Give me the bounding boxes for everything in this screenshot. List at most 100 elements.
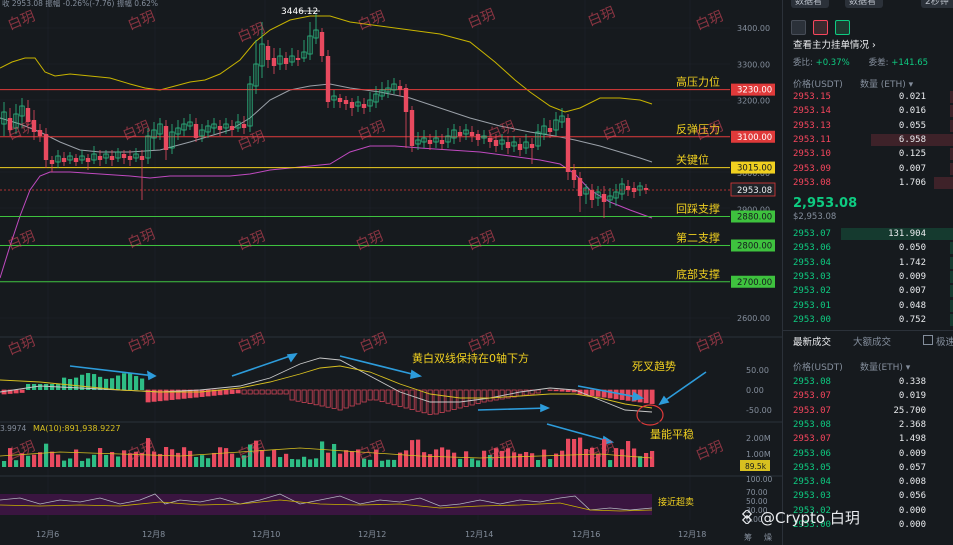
macd-bar [613, 389, 619, 400]
volume-bar [188, 450, 193, 467]
bid-row[interactable]: 2953.03 0.009 [783, 270, 953, 284]
trade-qty: 0.008 [898, 477, 926, 488]
macd-bar [259, 389, 265, 395]
macd-bar [361, 389, 367, 403]
macd-axis: 50.00 0.00 -50.00 [746, 366, 772, 415]
macd-bar [553, 389, 559, 392]
candle-body [37, 130, 43, 136]
volume-bar [554, 453, 559, 467]
tab-large-trades[interactable]: 大额成交 [853, 337, 892, 348]
volume-bar [98, 448, 103, 467]
macd-bar [26, 384, 31, 390]
candle-body [163, 126, 169, 150]
order-qty: 1.742 [898, 257, 926, 268]
top-pill-1[interactable]: 数据看 [791, 0, 829, 8]
trade-qty: 0.019 [898, 391, 926, 402]
trade-price: 2953.05 [793, 462, 831, 473]
order-price: 2953.00 [793, 314, 831, 325]
macd-bar [175, 389, 181, 400]
volume-bar [86, 458, 91, 467]
main-orders-link[interactable]: 查看主力挂单情况 › [793, 40, 876, 51]
candle-body [217, 126, 223, 130]
trades-header: 价格(USDT) 数量(ETH) ▾ [793, 363, 911, 373]
macd-bar [451, 389, 457, 410]
tab-latest-trades[interactable]: 最新成交 [793, 337, 832, 348]
level-name: 反弹压力 [676, 122, 720, 136]
top-pill-2[interactable]: 数据看 [845, 0, 883, 8]
candle-body [337, 98, 343, 102]
layout-bids-icon[interactable] [835, 20, 850, 35]
level-tag: 2800.00 [737, 242, 772, 252]
level-name: 关键位 [676, 153, 709, 167]
level-tag-box [731, 161, 775, 174]
candle-body [295, 58, 301, 60]
macd-bar [86, 373, 91, 390]
macd-bar [38, 384, 43, 390]
macd-bar [325, 389, 331, 408]
candle-body [283, 58, 289, 64]
macd-bar [601, 389, 607, 398]
volume-bar [224, 448, 229, 467]
order-qty: 6.958 [898, 134, 926, 145]
trend-arrows [69, 352, 707, 446]
order-qty: 0.016 [898, 106, 926, 117]
volume-bar [392, 459, 397, 467]
ask-row[interactable]: 2953.09 0.007 [783, 162, 953, 176]
volume-bar [206, 458, 211, 467]
volume-bar [212, 452, 217, 467]
candle-body [79, 155, 85, 161]
macd-bar [229, 389, 235, 394]
trade-row: 2953.05 0.057 [783, 461, 953, 475]
volume-bar [638, 456, 643, 467]
candle-body [247, 83, 253, 127]
candle-body [31, 120, 37, 132]
bid-row[interactable]: 2953.01 0.048 [783, 299, 953, 313]
volume-bar [536, 459, 541, 467]
date-tick: 12月18 [678, 530, 706, 539]
candle-body [619, 183, 625, 195]
layout-asks-icon[interactable] [813, 20, 828, 35]
volume-bar [542, 449, 547, 467]
date-tick: 12月10 [252, 530, 280, 539]
order-qty: 0.007 [898, 163, 926, 174]
ask-row[interactable]: 2953.08 1.706 [783, 176, 953, 190]
volume-bar [308, 459, 313, 467]
ask-row[interactable]: 2953.14 0.016 [783, 104, 953, 118]
candle-body [499, 139, 505, 145]
macd-bar [283, 389, 289, 395]
macd-bar [349, 389, 355, 407]
order-price: 2953.08 [793, 177, 831, 188]
top-pill-3[interactable]: 2秒钟 [921, 0, 953, 8]
ask-row[interactable]: 2953.10 0.125 [783, 147, 953, 161]
ask-row[interactable]: 2953.13 0.055 [783, 119, 953, 133]
volume-bar [578, 437, 583, 467]
bid-row[interactable]: 2953.06 0.050 [783, 241, 953, 255]
volume-bar [530, 453, 535, 467]
macd-bar [319, 389, 325, 407]
volume-bar [44, 443, 49, 467]
candle-body [259, 43, 265, 67]
bid-row[interactable]: 2953.04 1.742 [783, 256, 953, 270]
candle-body [307, 35, 313, 55]
trade-qty: 1.498 [898, 434, 926, 445]
candle-body [181, 123, 187, 131]
fast-checkbox[interactable] [923, 335, 933, 345]
layout-both-icon[interactable] [791, 20, 806, 35]
bid-row[interactable]: 2953.00 0.752 [783, 313, 953, 327]
order-qty: 0.050 [898, 243, 926, 254]
ask-row[interactable]: 2953.15 0.021 [783, 90, 953, 104]
candle-body [613, 191, 619, 199]
ask-row[interactable]: 2953.11 6.958 [783, 133, 953, 147]
macd-bar [337, 389, 343, 411]
depth-bar [950, 256, 953, 269]
bid-row[interactable]: 2953.02 0.007 [783, 284, 953, 298]
bid-row[interactable]: 2953.07 131.904 [783, 227, 953, 241]
macd-bar [403, 389, 409, 409]
candlestick-chart[interactable]: 收 2953.08 振幅 -0.26%(-7.76) 振幅 0.62% 3446… [0, 0, 782, 545]
chart-grid [0, 0, 730, 520]
level-name: 底部支撑 [676, 267, 720, 281]
candle-body [7, 118, 13, 130]
candle-body [487, 138, 493, 142]
